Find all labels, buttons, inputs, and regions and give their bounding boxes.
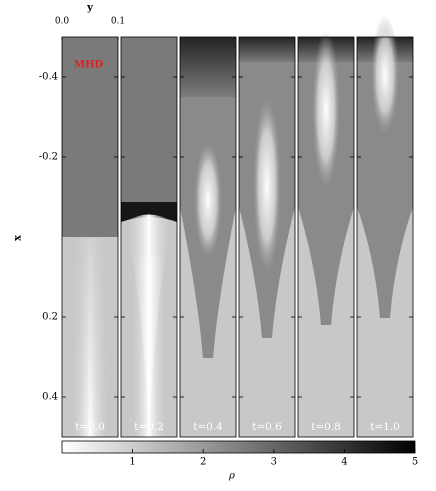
panel-region bbox=[62, 37, 118, 237]
colorbar-label: ρ bbox=[228, 471, 235, 482]
colorbar bbox=[61, 440, 416, 454]
panel-dark-top bbox=[239, 37, 295, 62]
y-tick-label: 0.4 bbox=[42, 392, 58, 403]
panel-frame bbox=[120, 36, 178, 438]
panel-label: t=1.0 bbox=[370, 421, 400, 433]
panel-region bbox=[121, 37, 177, 212]
panel-blob bbox=[253, 95, 281, 275]
y-axis-label: x bbox=[13, 234, 24, 241]
colorbar-tick-label: 3 bbox=[271, 457, 277, 468]
panel-frame bbox=[179, 36, 237, 438]
panel-stripe bbox=[131, 257, 167, 437]
panel-region bbox=[121, 202, 177, 222]
x-tick-label: 0.0 bbox=[55, 17, 70, 27]
panel-blob bbox=[194, 140, 222, 260]
panel-frame bbox=[356, 36, 414, 438]
panel-dark-top bbox=[180, 37, 236, 97]
panels: t=0.0 t=0.2 t=0.4 t=0.6 t=0.8 t=1.0 bbox=[61, 15, 414, 438]
x-axis-label: y bbox=[86, 3, 94, 14]
y-tick-label: 0.2 bbox=[42, 312, 58, 323]
panel-frame bbox=[297, 36, 355, 438]
panel-blob bbox=[371, 15, 399, 135]
panel-blob bbox=[312, 30, 340, 190]
annotation: MHD bbox=[74, 60, 104, 71]
panel-frame bbox=[238, 36, 296, 438]
panel-label: t=0.4 bbox=[193, 421, 223, 433]
y-tick-label: -0.4 bbox=[39, 72, 58, 83]
panel-frame bbox=[61, 36, 119, 438]
colorbar-tick-label: 4 bbox=[341, 457, 347, 468]
panel-label: t=0.8 bbox=[311, 421, 341, 433]
panel-label: t=0.6 bbox=[252, 421, 282, 433]
colorbar-tick-label: 2 bbox=[200, 457, 206, 468]
panel-stripe bbox=[70, 237, 110, 437]
panel-label: t=0.2 bbox=[134, 421, 164, 433]
panel-label: t=0.0 bbox=[75, 421, 105, 433]
panel-plume bbox=[357, 37, 413, 318]
x-tick-label: 0.1 bbox=[111, 17, 125, 27]
y-tick-label: -0.2 bbox=[39, 152, 58, 163]
colorbar-tick-label: 1 bbox=[129, 457, 135, 468]
colorbar-tick-label: 5 bbox=[412, 457, 418, 468]
